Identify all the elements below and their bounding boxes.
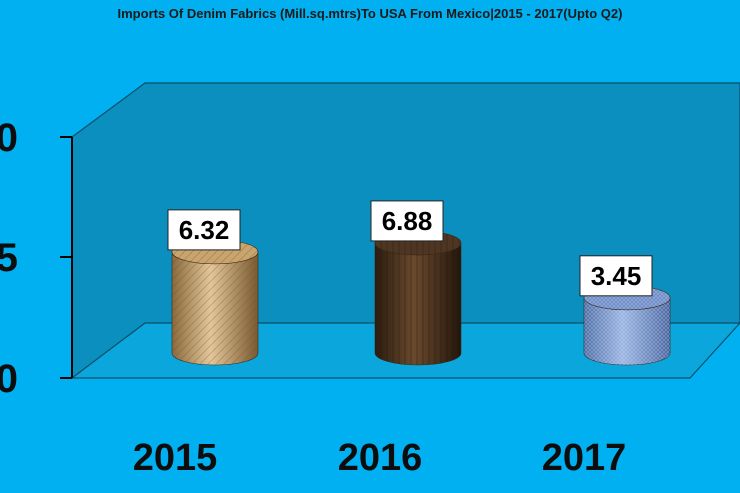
y-tick-label: 5 bbox=[0, 236, 18, 280]
x-tick-label: 2015 bbox=[133, 437, 218, 479]
bar-cylinder-texture bbox=[584, 297, 670, 365]
y-tick-label: 0 bbox=[0, 357, 18, 401]
data-label-box bbox=[579, 255, 653, 297]
bar-cylinder-texture bbox=[375, 242, 461, 365]
x-tick-label: 2017 bbox=[542, 437, 627, 479]
data-label-box bbox=[167, 209, 241, 251]
y-tick-label: 10 bbox=[0, 116, 18, 160]
bar-cylinder-texture bbox=[172, 251, 258, 365]
data-label: 6.88 bbox=[382, 206, 433, 236]
x-tick-label: 2016 bbox=[338, 437, 423, 479]
chart-title: Imports Of Denim Fabrics (Mill.sq.mtrs)T… bbox=[117, 6, 623, 21]
bar-group: 6.32 6.88 3.45 bbox=[167, 200, 671, 366]
data-label: 6.32 bbox=[179, 215, 230, 245]
data-label-box bbox=[370, 200, 444, 242]
data-label: 3.45 bbox=[591, 261, 642, 291]
